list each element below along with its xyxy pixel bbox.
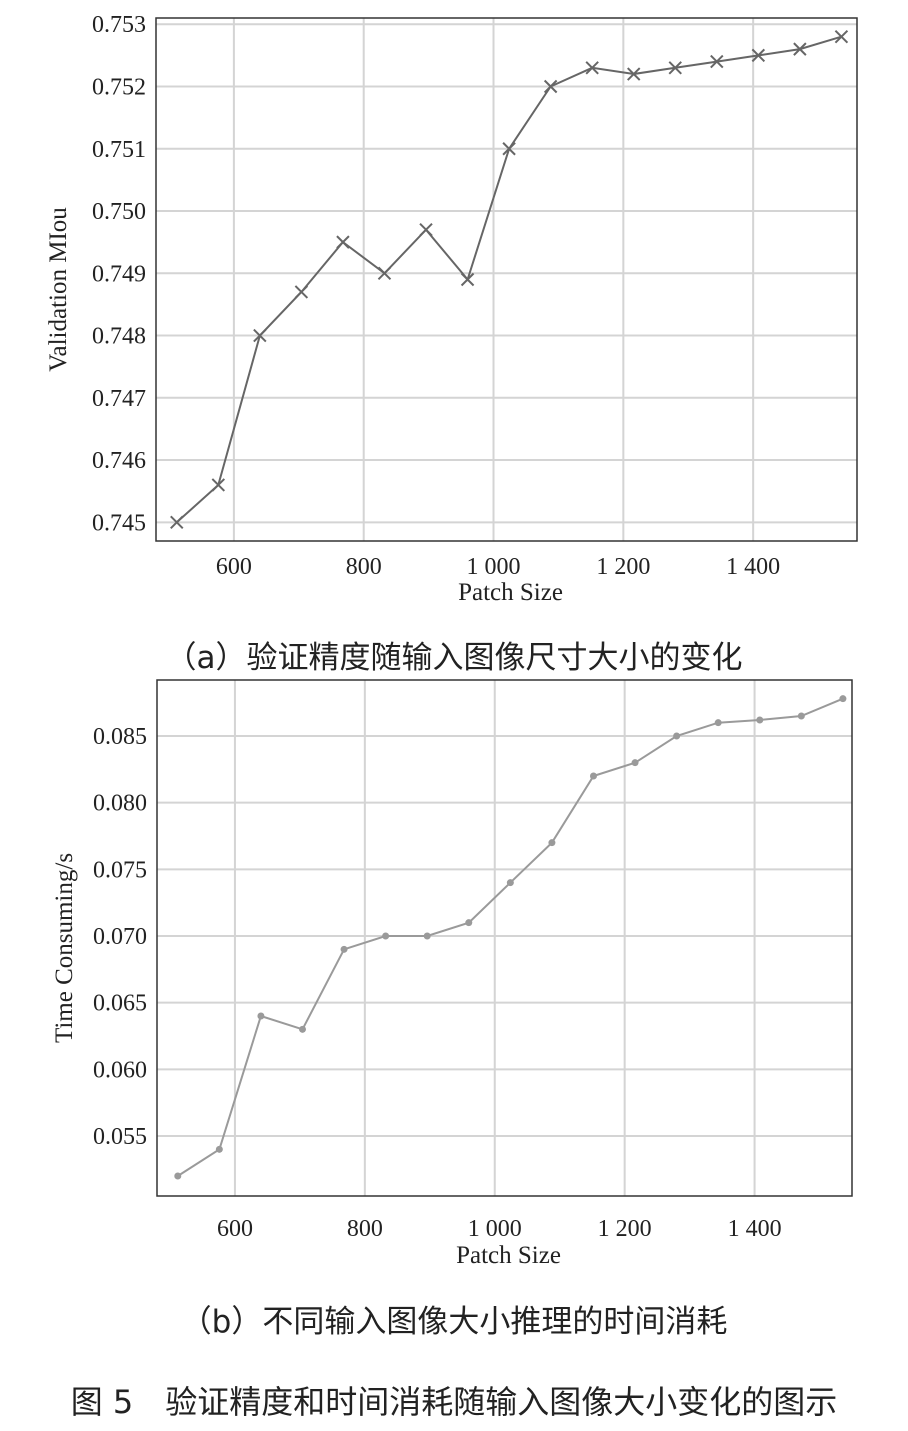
y-tick-label: 0.750 [92,199,146,225]
x-axis-title: Patch Size [458,579,563,606]
y-axis-title: Validation MIou [45,207,72,372]
data-point [340,945,348,953]
x-tick-label: 800 [347,1216,383,1242]
data-point [589,772,597,780]
data-point [710,54,724,69]
plot-frame [156,679,853,1197]
data-point [627,67,641,81]
data-point [211,478,226,492]
data-point [253,328,267,343]
y-tick-label: 0.752 [92,74,146,100]
y-tick-label: 0.748 [92,324,146,350]
data-point [543,79,558,94]
y-tick-label: 0.753 [92,12,146,38]
data-point [298,1025,306,1033]
plot-frame [155,17,858,542]
x-tick-label: 1 400 [728,1216,782,1242]
data-point [793,42,807,56]
data-point [834,29,849,44]
data-point [839,695,847,703]
data-point [460,272,475,287]
y-tick-label: 0.055 [93,1124,147,1150]
caption-b: （b）不同输入图像大小推理的时间消耗 [180,1304,728,1340]
x-tick-label: 1 400 [726,554,780,580]
data-point [419,222,433,237]
series-line [177,697,844,1177]
caption-a: （a）验证精度随输入图像尺寸大小的变化 [165,640,743,676]
figure-title: 图 5 验证精度和时间消耗随输入图像大小变化的图示 [70,1383,838,1421]
data-point [631,759,639,767]
y-tick-label: 0.075 [93,857,147,883]
y-tick-label: 0.065 [93,991,147,1017]
x-tick-label: 800 [346,554,382,580]
x-tick-label: 600 [216,554,252,580]
y-tick-label: 0.085 [93,724,147,750]
data-point [336,235,350,249]
data-point [257,1012,265,1020]
x-axis-title: Patch Size [456,1242,561,1269]
data-point [548,839,556,847]
data-point [756,716,764,724]
y-tick-label: 0.749 [92,261,146,287]
data-point [170,515,184,530]
data-point [506,879,514,887]
x-tick-label: 600 [217,1216,253,1242]
data-point [377,266,392,280]
y-tick-label: 0.751 [92,137,146,163]
x-tick-label: 1 200 [598,1216,652,1242]
series-line [176,35,842,524]
data-point [465,919,473,927]
data-point [585,61,599,75]
x-tick-label: 1 000 [467,554,521,580]
y-tick-label: 0.070 [93,924,147,950]
x-tick-label: 1 000 [468,1216,522,1242]
data-point [668,61,682,75]
data-point [294,285,309,299]
y-axis-title: Time Consuming/s [51,853,78,1043]
y-tick-label: 0.745 [92,510,146,536]
validation-miou-chart: 600 800 1 000 1 200 1 400 0.745 0.746 0.747 0.74… [45,12,858,606]
x-tick-label: 1 200 [596,554,650,580]
y-tick-label: 0.060 [93,1057,147,1083]
data-point [382,932,390,940]
y-tick-label: 0.746 [92,448,146,474]
data-point [502,142,516,156]
data-point [714,719,722,727]
y-tick-label: 0.080 [93,791,147,817]
time-consuming-chart: 600 800 1 000 1 200 1 400 0.055 0.060 0.065 0.07… [51,679,853,1269]
y-tick-label: 0.747 [92,386,146,412]
data-point [174,1172,182,1180]
data-point [215,1145,223,1153]
data-point [751,48,766,63]
data-point [673,732,681,740]
data-point [797,712,805,720]
data-point [423,932,431,940]
